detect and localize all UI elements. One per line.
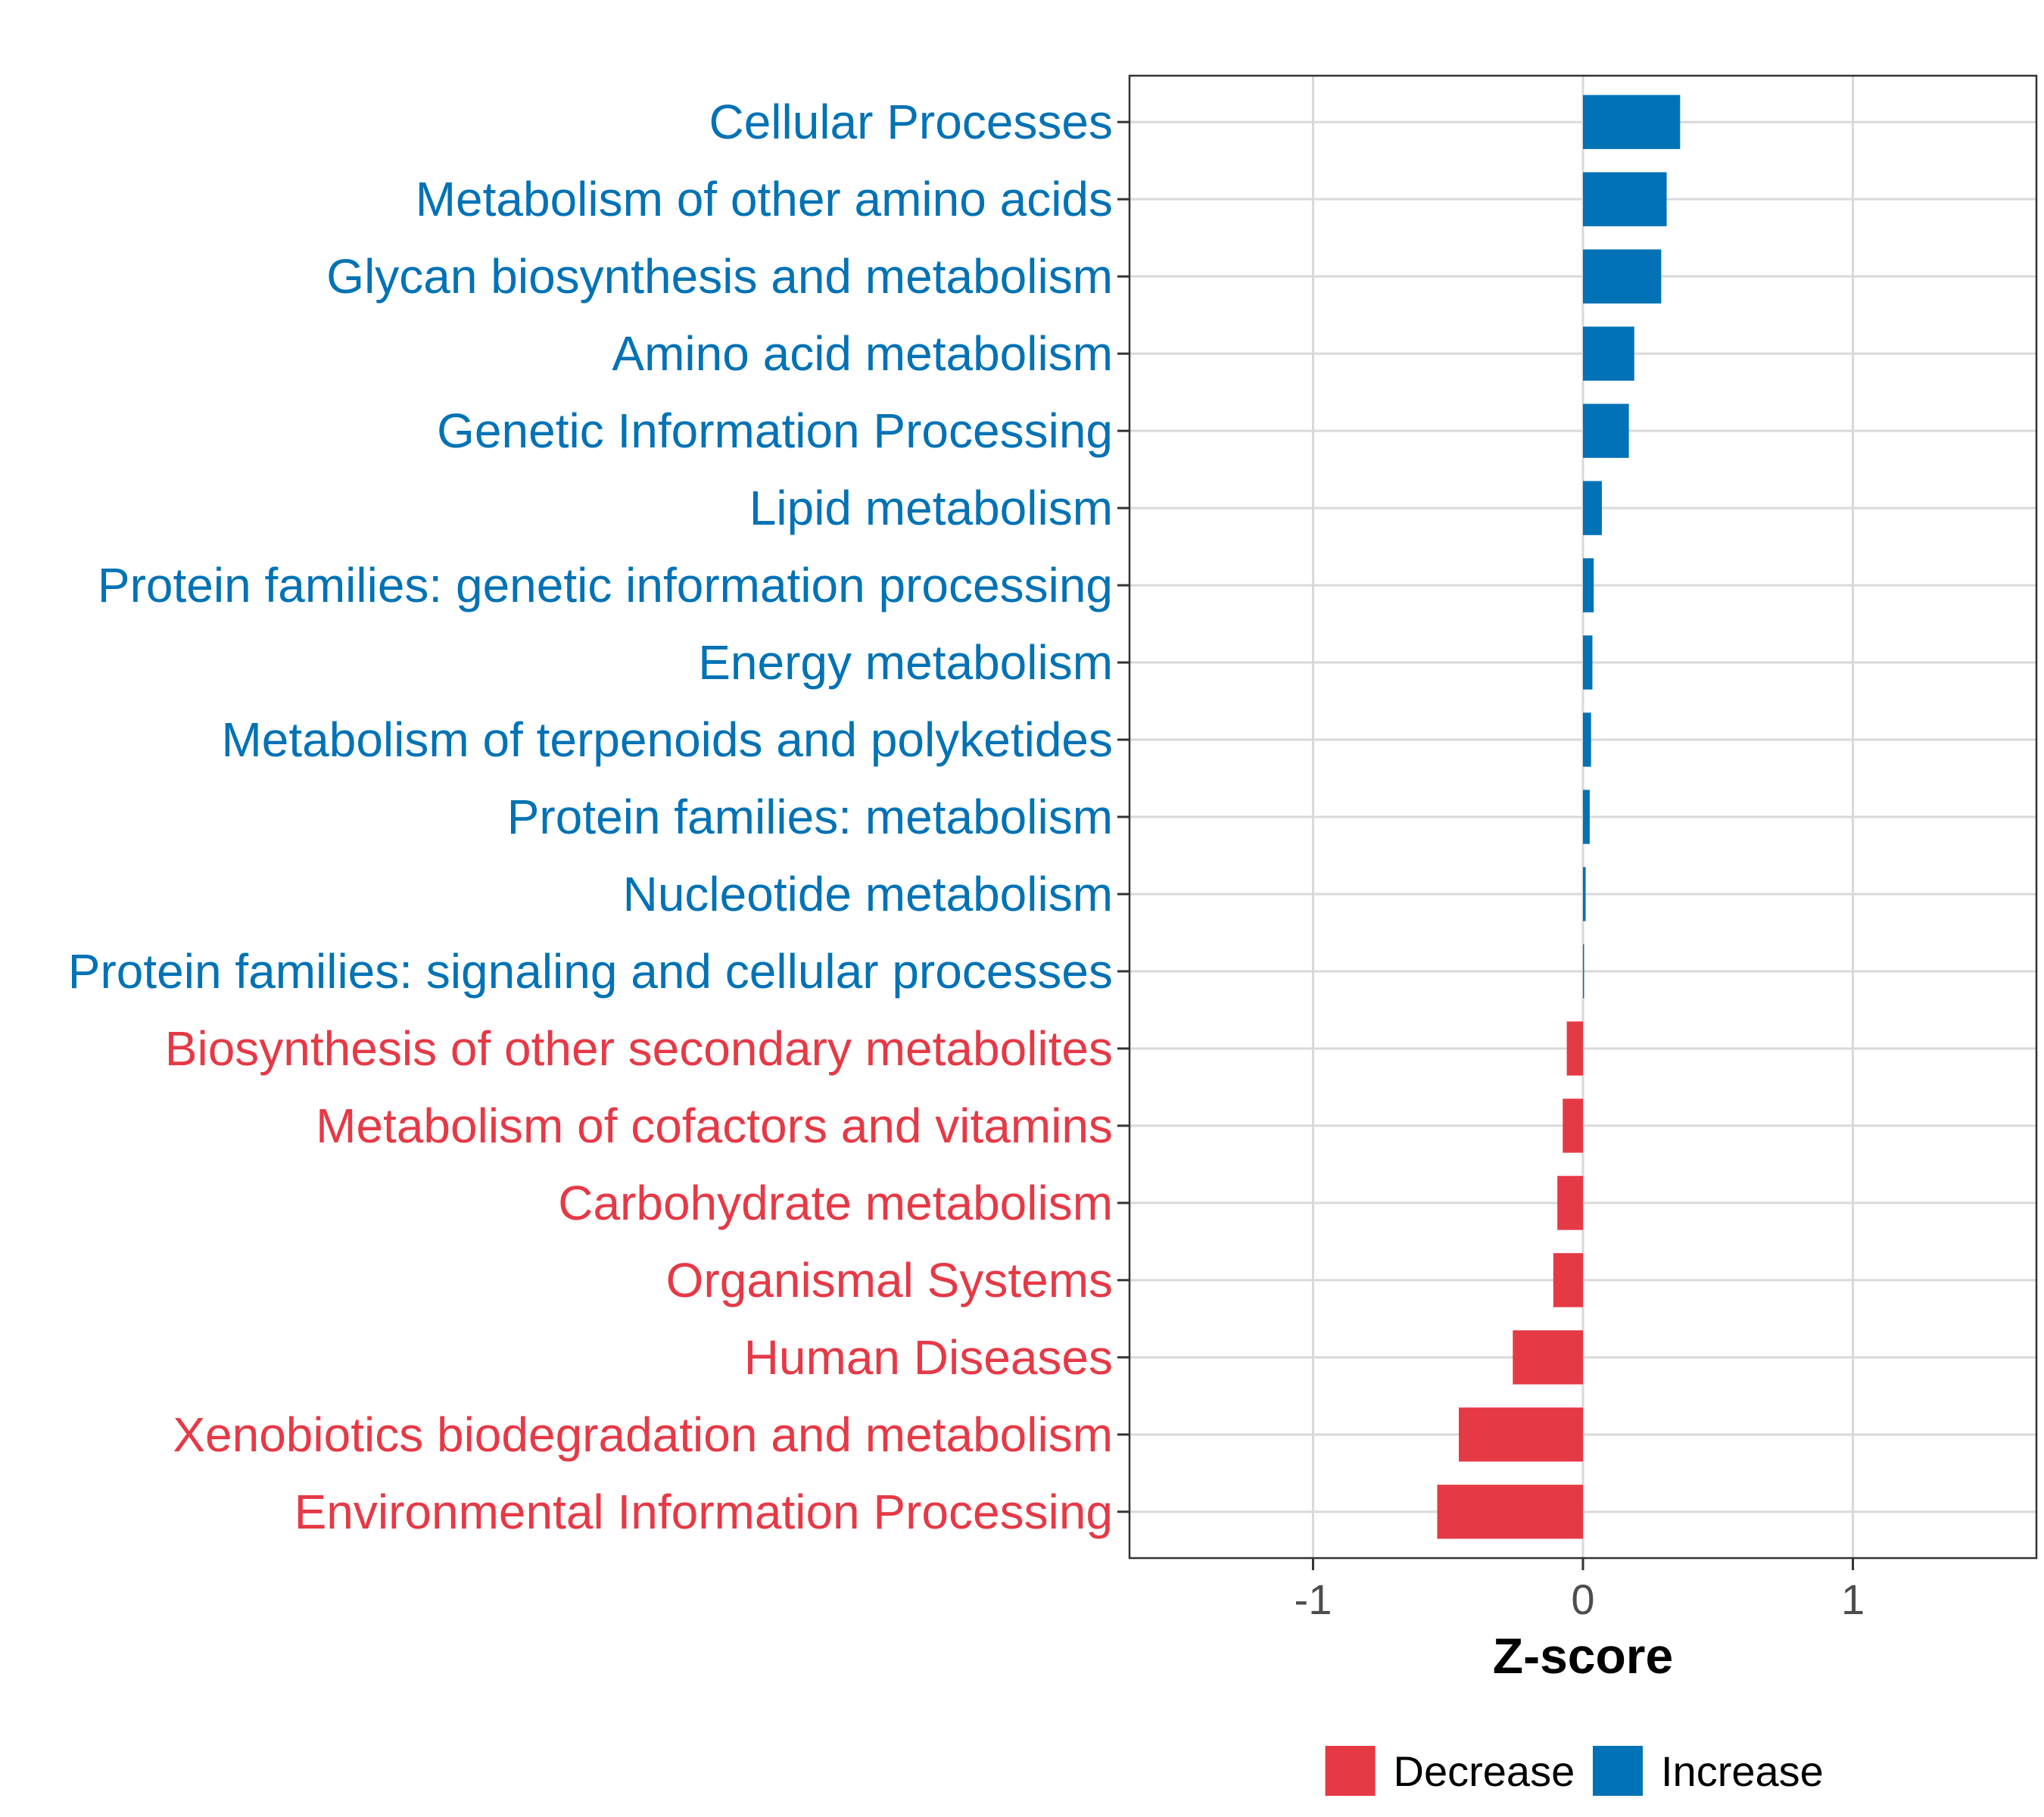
bar: [1557, 1176, 1583, 1230]
x-tick-label: 0: [1571, 1575, 1594, 1623]
y-tick-label: Biosynthesis of other secondary metaboli…: [165, 1021, 1113, 1076]
bar: [1513, 1330, 1583, 1385]
bar: [1553, 1253, 1583, 1307]
bar: [1458, 1407, 1583, 1462]
y-axis-ticks: [1117, 120, 1129, 1513]
bar: [1583, 95, 1681, 149]
y-tick-label: Organismal Systems: [666, 1253, 1113, 1307]
bar: [1583, 481, 1602, 535]
y-tick-label: Xenobiotics biodegradation and metabolis…: [173, 1407, 1113, 1462]
legend: Decrease Increase: [1325, 1746, 1824, 1796]
bar: [1583, 635, 1593, 690]
legend-label: Increase: [1661, 1747, 1824, 1795]
y-tick-label: Glycan biosynthesis and metabolism: [326, 249, 1113, 304]
y-tick-label: Energy metabolism: [698, 635, 1113, 690]
y-tick-label: Human Diseases: [744, 1330, 1113, 1385]
bar: [1583, 172, 1667, 226]
y-tick-label: Metabolism of cofactors and vitamins: [316, 1099, 1113, 1153]
bar: [1566, 1021, 1583, 1076]
y-tick-label: Amino acid metabolism: [612, 326, 1113, 381]
y-tick-label: Metabolism of terpenoids and polyketides: [221, 712, 1113, 767]
legend-key: [1593, 1746, 1643, 1796]
y-tick-label: Protein families: metabolism: [507, 790, 1113, 844]
x-axis-ticks: -1 0 1: [1295, 1558, 1865, 1623]
bar: [1583, 249, 1662, 304]
bar: [1583, 404, 1629, 458]
bar: [1583, 944, 1584, 999]
y-tick-label: Lipid metabolism: [749, 481, 1113, 535]
y-tick-label: Carbohydrate metabolism: [558, 1176, 1113, 1230]
x-tick-label: 1: [1841, 1575, 1865, 1623]
y-tick-label: Cellular Processes: [709, 95, 1113, 149]
bar: [1583, 558, 1594, 612]
bar: [1563, 1099, 1583, 1153]
x-axis-title: Z-score: [1493, 1628, 1673, 1684]
y-axis-labels: Cellular Processes Metabolism of other am…: [68, 95, 1113, 1539]
bar: [1437, 1485, 1583, 1539]
bar: [1583, 867, 1586, 921]
y-tick-label: Nucleotide metabolism: [623, 867, 1113, 921]
y-tick-label: Metabolism of other amino acids: [416, 172, 1113, 226]
y-tick-label: Protein families: signaling and cellular…: [68, 944, 1113, 999]
bars: [1437, 95, 1681, 1539]
y-tick-label: Protein families: genetic information pr…: [98, 558, 1113, 612]
x-tick-label: -1: [1295, 1575, 1332, 1623]
bar: [1583, 790, 1590, 844]
legend-key: [1325, 1746, 1376, 1796]
y-tick-label: Environmental Information Processing: [294, 1485, 1113, 1539]
bar: [1583, 712, 1591, 767]
bar: [1583, 326, 1634, 381]
legend-label: Decrease: [1394, 1747, 1575, 1795]
y-tick-label: Genetic Information Processing: [437, 404, 1113, 458]
